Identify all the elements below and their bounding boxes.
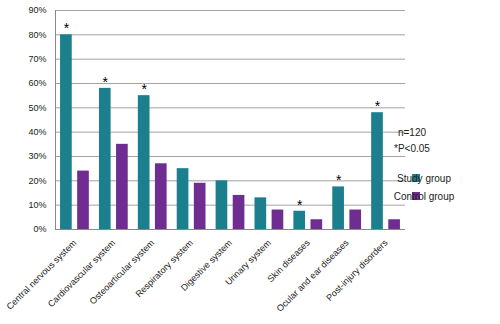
svg-text:Osteoarticular system: Osteoarticular system (88, 238, 157, 307)
svg-text:Cardiovascular system: Cardiovascular system (46, 238, 117, 309)
svg-text:Urinary system: Urinary system (223, 238, 273, 288)
svg-text:*: * (103, 74, 109, 90)
svg-text:30%: 30% (28, 151, 46, 161)
svg-text:*: * (336, 172, 342, 188)
svg-text:Central nervous system: Central nervous system (4, 238, 78, 312)
svg-text:Ocular and ear diseases: Ocular and ear diseases (275, 237, 351, 313)
svg-text:Skin diseases: Skin diseases (265, 237, 312, 284)
svg-text:50%: 50% (28, 103, 46, 113)
svg-text:60%: 60% (28, 78, 46, 88)
svg-text:*: * (141, 81, 147, 97)
svg-text:Post-injury disorders: Post-injury disorders (324, 237, 389, 302)
svg-text:70%: 70% (28, 54, 46, 64)
svg-text:*: * (297, 197, 303, 213)
svg-text:80%: 80% (28, 30, 46, 40)
svg-text:Respiratory system: Respiratory system (133, 237, 196, 300)
svg-text:90%: 90% (28, 5, 46, 15)
svg-text:*: * (64, 20, 70, 36)
svg-text:10%: 10% (28, 200, 46, 210)
svg-text:Control group: Control group (394, 191, 455, 202)
svg-text:40%: 40% (28, 127, 46, 137)
svg-text:*: * (375, 98, 381, 114)
svg-text:Digestive system: Digestive system (179, 238, 234, 293)
svg-text:*P<0.05: *P<0.05 (394, 143, 430, 154)
svg-text:0%: 0% (33, 224, 46, 234)
svg-text:Study group: Study group (397, 173, 451, 184)
svg-text:20%: 20% (28, 176, 46, 186)
svg-text:n=120: n=120 (398, 127, 427, 138)
